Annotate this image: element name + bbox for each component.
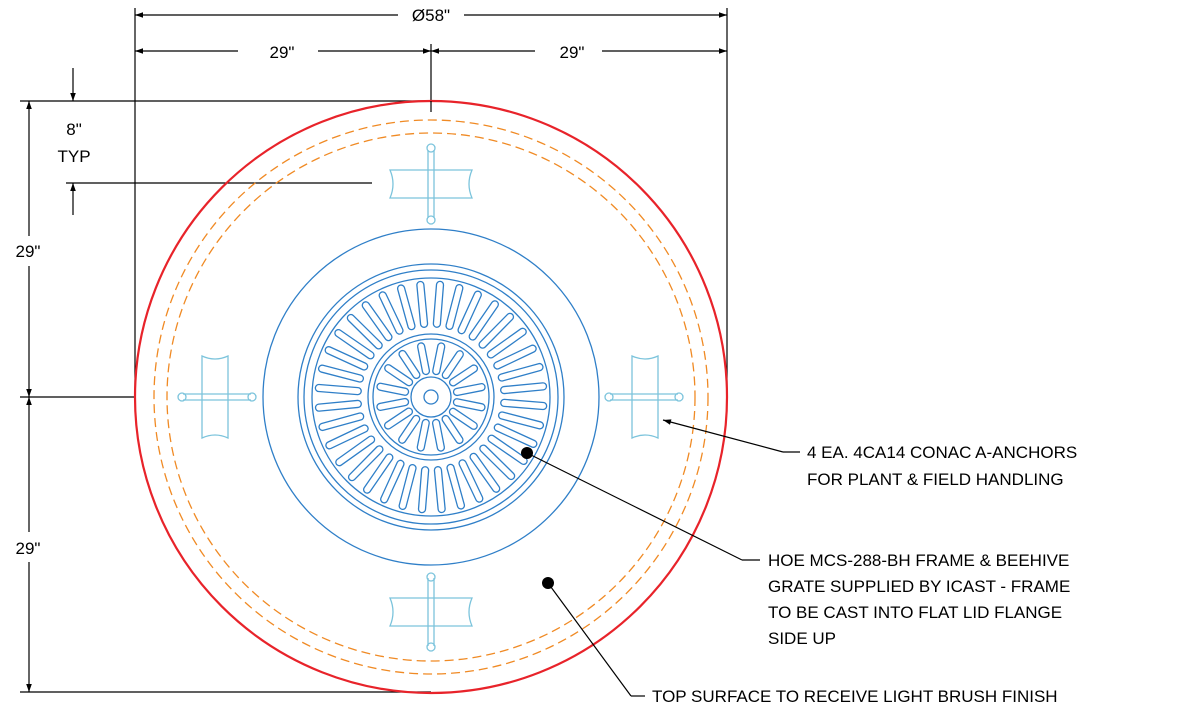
grate-outer-slot [380,459,405,504]
lower-half-height-label: 29" [16,539,41,558]
grate-ring-2 [303,269,559,525]
grate-outer-slot [493,344,537,370]
anchor-right [604,354,684,440]
grate-ring-3 [311,277,551,517]
grate-inner-slots [376,342,486,452]
grate-outer-slot [346,313,383,350]
grate-hub-ring [410,376,452,418]
frame-note-leader [526,452,743,561]
grate-outer-slot [317,364,365,383]
anchor-top [389,143,473,225]
overall-diameter-label: Ø58" [412,6,450,25]
grate-outer-slot [324,346,369,371]
grate-inner-slot [441,414,464,445]
leader-lines [526,419,800,697]
grate-outer-slot [417,466,430,514]
grate-outer-slot [458,459,484,503]
grate-outer-slot [468,300,500,341]
grate-inner-slot [448,364,479,387]
grate-outer-slot [416,280,429,328]
grate-outer-slot [318,412,365,432]
grate-outer-slot [314,383,362,396]
grate-inner-slot [441,350,464,380]
grate-outer-slot [432,280,445,328]
grate-outer-slot [314,399,362,412]
grate-inner-slot [376,382,410,396]
grate-outer-slot [493,423,538,448]
right-half-width-label: 29" [560,43,585,62]
grate-inner-slot [416,342,431,376]
grate-inner-slot [452,398,486,412]
anchor-note-line-2: FOR PLANT & FIELD HANDLING [807,470,1064,489]
surface-note-dot [542,577,554,589]
grate-outer-slot [479,444,516,481]
reinforcement-hoop-inner [166,132,696,662]
left-half-width-label: 29" [270,43,295,62]
grate-inner-slot [384,364,414,387]
grate-inner-slot [398,349,421,380]
grate-outer-slot [497,362,544,382]
grate-outer-slot [396,284,416,331]
grate-inner-slot [452,382,486,397]
lifting-anchors [177,143,684,652]
grate-outer-slot [362,453,394,494]
grate-inner-slot [376,397,410,412]
grate-outer-slot [500,382,548,395]
grate-outer-slot [500,398,548,411]
grate-outer-slot [347,445,384,482]
upper-half-height-label: 29" [16,242,41,261]
grate-inner-slot [398,414,421,444]
grate-outer-slot [497,411,545,430]
grate-outer-slot [446,463,466,510]
frame-note-line-3: TO BE CAST INTO FLAT LID FLANGE [768,603,1062,622]
grate-inner-slot [383,407,414,430]
anchor-offset-label: 8" [66,120,82,139]
grate-outer-slot [361,301,393,342]
frame-note-line-1: HOE MCS-288-BH FRAME & BEEHIVE [768,551,1069,570]
grate-outer-slot [398,463,417,511]
grate-outer-slot [325,424,369,450]
grate-outer-slots [314,280,548,514]
grate-outer-slot [378,291,404,335]
grate-outer-slot [486,327,527,359]
grate-outer-slot [334,328,375,360]
grate-outer-ring [297,263,565,531]
dimension-lines [20,8,728,693]
anchor-left [177,354,257,440]
reinforcement-hoop-outer [153,119,709,675]
frame-outer-ring [262,228,600,566]
grate-outer-slot [469,452,501,493]
grate-outer-slot [445,283,464,331]
grate-center-hole [423,389,439,405]
grate-outer-slot [478,312,515,349]
grate-mid-ring-a [367,333,495,461]
grate-outer-slot [457,290,482,335]
grate-inner-slot [431,418,446,452]
anchor-bottom [389,572,473,652]
anchor-note-line-1: 4 EA. 4CA14 CONAC A-ANCHORS [807,443,1077,462]
grate-inner-slot [432,342,446,376]
anchor-offset-qualifier: TYP [57,147,90,166]
grate-outer-slot [335,435,376,467]
surface-note-leader [547,582,632,697]
frame-note-dot [521,447,533,459]
grate-inner-slot [416,418,430,452]
grate-outer-slot [433,466,446,514]
surface-note-line-1: TOP SURFACE TO RECEIVE LIGHT BRUSH FINIS… [652,687,1058,706]
grate-inner-slot [448,407,478,430]
frame-and-grate [262,228,600,566]
lid-outline [133,99,729,695]
anchor-note-leader [662,419,784,453]
grate-outer-slot [487,434,528,466]
grate-mid-ring-b [372,338,490,456]
frame-note-line-2: GRATE SUPPLIED BY ICAST - FRAME [768,577,1070,596]
frame-note-line-4: SIDE UP [768,629,836,648]
